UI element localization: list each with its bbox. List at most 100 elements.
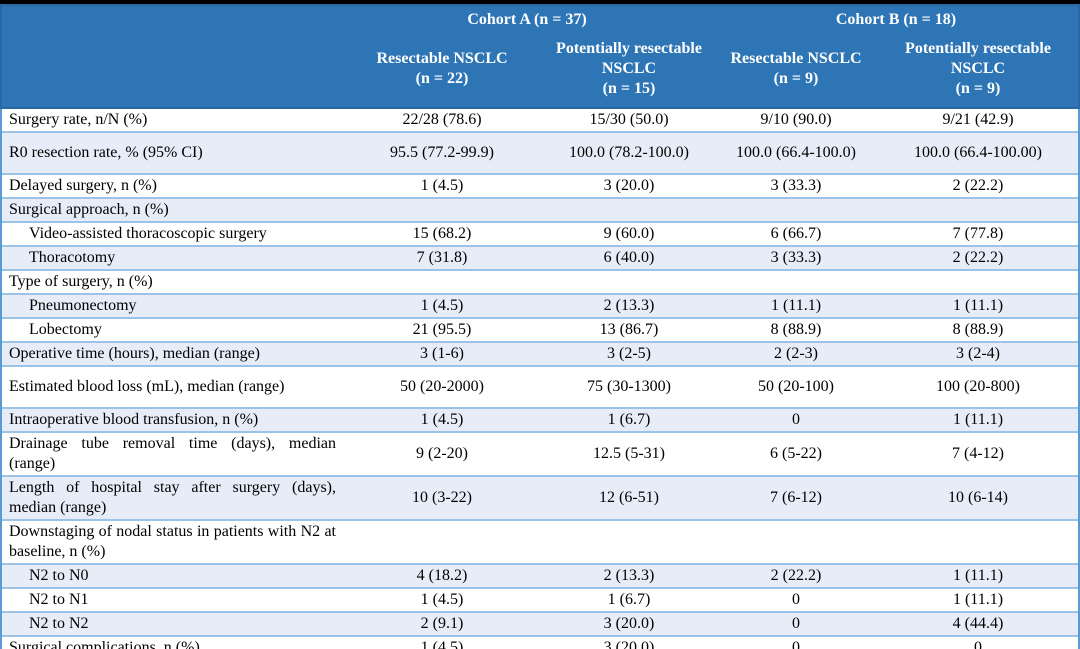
row-value: 1 (4.5) <box>420 639 464 649</box>
row-value: 3 (20.0) <box>603 177 655 194</box>
row-value: 3 (2-4) <box>956 345 1000 362</box>
row-value: 7 (77.8) <box>952 225 1004 242</box>
row-label: Operative time (hours), median (range) <box>9 345 261 362</box>
row-value: 95.5 (77.2-99.9) <box>390 144 494 161</box>
table-row: Operative time (hours), median (range) 3 … <box>2 343 1078 367</box>
column-n: (n = 9) <box>955 80 1001 97</box>
row-value: 1 (4.5) <box>420 297 464 314</box>
row-value: 0 <box>974 639 982 649</box>
row-label: Surgical approach, n (%) <box>9 201 169 218</box>
row-label: Estimated blood loss (mL), median (range… <box>9 378 285 395</box>
column-name: Resectable NSCLC <box>376 50 508 67</box>
column-header-resectable-a: Resectable NSCLC (n = 22) <box>340 49 544 89</box>
cohort-header-row: Cohort A (n = 37) Cohort B (n = 18) <box>2 6 1078 31</box>
row-label: N2 to N2 <box>29 615 89 632</box>
table-body: Surgery rate, n/N (%) 22/28 (78.6) 15/30 (… <box>0 109 1080 649</box>
cohort-a-header: Cohort A (n = 37) <box>467 11 587 28</box>
row-value: 6 (40.0) <box>603 249 655 266</box>
row-value: 10 (6-14) <box>948 489 1008 506</box>
row-value: 0 <box>792 615 800 632</box>
row-value: 3 (2-5) <box>607 345 651 362</box>
row-value: 2 (2-3) <box>774 345 818 362</box>
row-value: 13 (86.7) <box>599 321 659 338</box>
row-value: 2 (22.2) <box>770 567 822 584</box>
row-value: 2 (13.3) <box>603 297 655 314</box>
row-label: Video-assisted thoracoscopic surgery <box>29 225 267 242</box>
cohort-b-header: Cohort B (n = 18) <box>835 11 957 28</box>
row-value: 3 (1-6) <box>420 345 464 362</box>
row-value <box>544 541 714 543</box>
row-value: 2 (13.3) <box>603 567 655 584</box>
row-value: 4 (18.2) <box>416 567 468 584</box>
row-value: 1 (6.7) <box>607 591 651 608</box>
row-value: 100.0 (78.2-100.0) <box>569 144 689 161</box>
row-value: 1 (4.5) <box>420 411 464 428</box>
row-label: N2 to N1 <box>29 591 89 608</box>
row-label: Length of hospital stay after surgery (d… <box>9 479 336 516</box>
row-label: Delayed surgery, n (%) <box>9 177 157 194</box>
row-value: 6 (66.7) <box>770 225 822 242</box>
column-header-row: Resectable NSCLC (n = 22) Potentially re… <box>2 31 1078 107</box>
table-row: Length of hospital stay after surgery (d… <box>2 477 1078 521</box>
row-value: 0 <box>792 411 800 428</box>
row-value: 1 (11.1) <box>952 567 1004 584</box>
table-row: Surgery rate, n/N (%) 22/28 (78.6) 15/30 (… <box>2 109 1078 133</box>
row-value: 100.0 (66.4-100.0) <box>736 144 856 161</box>
column-header-potentially-resectable-b: Potentially resectable NSCLC (n = 9) <box>878 39 1078 99</box>
column-name: Potentially resectable NSCLC <box>905 40 1051 77</box>
table-row: R0 resection rate, % (95% CI) 95.5 (77.2-… <box>2 133 1078 175</box>
row-label: Lobectomy <box>29 321 102 338</box>
header-stub-cell <box>2 17 340 20</box>
row-label: Surgery rate, n/N (%) <box>9 111 148 128</box>
row-label: N2 to N0 <box>29 567 89 584</box>
table-row: Intraoperative blood transfusion, n (%) 1… <box>2 409 1078 433</box>
row-value: 8 (88.9) <box>770 321 822 338</box>
row-value: 15 (68.2) <box>412 225 472 242</box>
row-value: 1 (6.7) <box>607 411 651 428</box>
top-black-bar <box>0 0 1080 4</box>
row-value: 1 (11.1) <box>770 297 822 314</box>
table-row: Lobectomy 21 (95.5) 13 (86.7) 8 (88.9) 8 (88… <box>2 319 1078 343</box>
row-value: 9/21 (42.9) <box>942 111 1014 128</box>
row-value <box>714 541 878 543</box>
table-row: Type of surgery, n (%) <box>2 271 1078 295</box>
column-n: (n = 22) <box>415 70 469 87</box>
table-row: Thoracotomy 7 (31.8) 6 (40.0) 3 (33.3) 2 (22… <box>2 247 1078 271</box>
row-value <box>544 281 714 283</box>
table-row: Downstaging of nodal status in patients … <box>2 521 1078 565</box>
column-name: Resectable NSCLC <box>730 50 862 67</box>
row-value <box>340 281 544 283</box>
row-value: 7 (6-12) <box>770 489 822 506</box>
table-row: N2 to N1 1 (4.5) 1 (6.7) 0 1 (11.1) <box>2 589 1078 613</box>
row-value <box>878 209 1078 211</box>
row-value: 100 (20-800) <box>936 378 1020 395</box>
table-header: Cohort A (n = 37) Cohort B (n = 18) Rese… <box>0 4 1080 109</box>
row-value <box>714 209 878 211</box>
row-value: 3 (20.0) <box>603 615 655 632</box>
row-label: Thoracotomy <box>29 249 116 266</box>
row-label: Pneumonectomy <box>29 297 137 314</box>
row-value: 3 (20.0) <box>603 639 655 649</box>
row-value: 8 (88.9) <box>952 321 1004 338</box>
table-row: N2 to N2 2 (9.1) 3 (20.0) 0 4 (44.4) <box>2 613 1078 637</box>
row-value: 2 (22.2) <box>952 249 1004 266</box>
column-n: (n = 15) <box>602 80 656 97</box>
row-value: 9 (60.0) <box>603 225 655 242</box>
row-value <box>340 541 544 543</box>
row-label: Surgical complications, n (%) <box>9 639 200 649</box>
table-row: N2 to N0 4 (18.2) 2 (13.3) 2 (22.2) 1 (11.1) <box>2 565 1078 589</box>
row-label: Drainage tube removal time (days), media… <box>9 435 336 472</box>
table-row: Surgical complications, n (%) 1 (4.5) 3 (2… <box>2 637 1078 649</box>
row-value: 75 (30-1300) <box>587 378 671 395</box>
row-value: 100.0 (66.4-100.00) <box>914 144 1042 161</box>
table-row: Video-assisted thoracoscopic surgery 15 (… <box>2 223 1078 247</box>
row-value <box>544 209 714 211</box>
row-value: 1 (11.1) <box>952 411 1004 428</box>
row-value: 9 (2-20) <box>416 445 468 462</box>
column-name: Potentially resectable NSCLC <box>556 40 702 77</box>
row-value: 1 (4.5) <box>420 591 464 608</box>
row-value: 7 (4-12) <box>952 445 1004 462</box>
row-value <box>340 209 544 211</box>
row-value: 6 (5-22) <box>770 445 822 462</box>
